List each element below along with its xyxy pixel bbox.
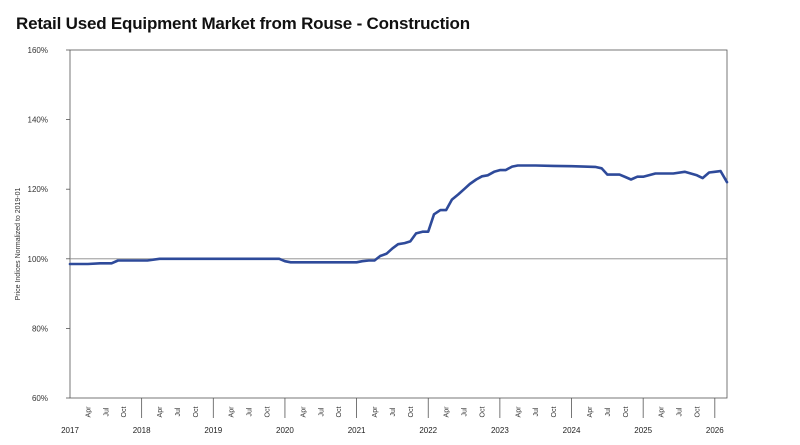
x-month-label: Oct (551, 407, 558, 418)
x-month-label: Oct (623, 407, 630, 418)
x-month-label: Apr (157, 406, 164, 418)
x-month-label: Apr (515, 406, 522, 418)
x-year-label: 2024 (563, 426, 581, 435)
x-month-label: Oct (336, 407, 343, 418)
series-line (68, 164, 729, 266)
x-year-label: 2018 (133, 426, 151, 435)
plot-frame (69, 49, 728, 399)
x-month-label: Jul (103, 407, 110, 416)
x-year-label: 2023 (491, 426, 509, 435)
x-month-label: Oct (193, 407, 200, 418)
x-month-label: Jul (318, 407, 325, 416)
x-month-label: Apr (229, 406, 236, 418)
x-month-label: Apr (587, 406, 594, 418)
x-month-label: Oct (408, 407, 415, 418)
x-year-label: 2026 (706, 426, 724, 435)
chart-title: Retail Used Equipment Market from Rouse … (16, 14, 470, 33)
x-month-label: Jul (533, 407, 540, 416)
series-layer (68, 164, 729, 266)
x-year-label: 2022 (419, 426, 437, 435)
x-month-label: Apr (444, 406, 451, 418)
x-month-label: Oct (121, 407, 128, 418)
y-tick-label: 60% (32, 394, 48, 403)
x-month-label: Apr (659, 406, 666, 418)
x-month-label: Oct (479, 407, 486, 418)
x-month-label: Apr (85, 406, 92, 418)
x-month-label: Jul (605, 407, 612, 416)
y-tick-label: 120% (28, 185, 48, 194)
x-month-label: Oct (265, 407, 272, 418)
ticks-layer: 60% 80% 100% 120% 140% 160% 2017 Apr Jul Oct 2018 A… (28, 46, 725, 435)
x-month-label: Oct (694, 407, 701, 418)
x-month-label: Jul (175, 407, 182, 416)
y-axis-label: Price Indices Normalized to 2019-01 (15, 187, 22, 300)
x-month-label: Apr (300, 406, 307, 418)
x-year-label: 2019 (204, 426, 222, 435)
y-tick-label: 100% (28, 255, 48, 264)
x-year-label: 2021 (348, 426, 366, 435)
y-tick-label: 140% (28, 116, 48, 125)
x-month-label: Apr (372, 406, 379, 418)
x-month-label: Jul (247, 407, 254, 416)
x-month-label: Jul (390, 407, 397, 416)
x-month-label: Jul (462, 407, 469, 416)
y-tick-label: 80% (32, 324, 48, 333)
x-year-label: 2025 (634, 426, 652, 435)
axes-layer (69, 49, 728, 399)
y-tick-label: 160% (28, 46, 48, 55)
x-year-label: 2020 (276, 426, 294, 435)
x-month-label: Jul (676, 407, 683, 416)
x-year-label: 2017 (61, 426, 79, 435)
